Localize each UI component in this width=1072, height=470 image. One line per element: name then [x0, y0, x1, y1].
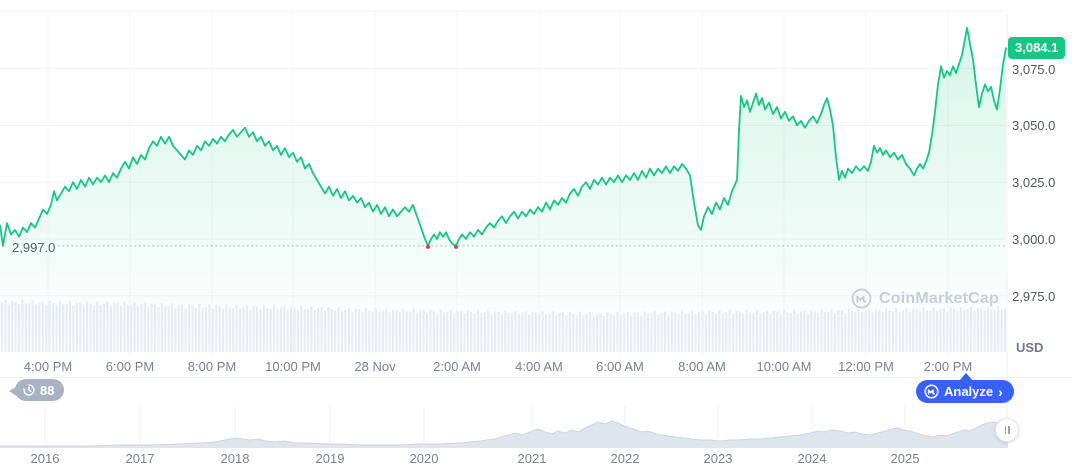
year-label: 2016	[30, 451, 60, 466]
year-label: 2025	[890, 451, 920, 466]
year-label: 2020	[409, 451, 439, 466]
timeline-range-selector[interactable]	[0, 406, 1072, 449]
y-tick-label: 3,000.0	[1012, 232, 1056, 247]
analyze-pointer	[959, 373, 973, 381]
x-tick-label: 4:00 AM	[515, 359, 563, 374]
coinmarketcap-logo-icon	[851, 288, 872, 309]
timeline-area	[0, 421, 1008, 448]
current-price-badge: 3,084.1	[1008, 37, 1066, 59]
year-label: 2023	[703, 451, 733, 466]
y-tick-label: 3,025.0	[1012, 175, 1056, 191]
range-slider-handle[interactable]	[995, 418, 1019, 442]
watchers-badge-tail	[9, 386, 18, 397]
coinmarketcap-logo-icon	[924, 384, 939, 399]
x-tick-label: 4:00 PM	[23, 359, 73, 374]
year-label: 2019	[315, 451, 345, 466]
watchers-badge[interactable]: 88	[15, 379, 65, 401]
price-line	[0, 26, 1007, 247]
year-label: 2024	[797, 451, 827, 466]
currency-unit-label: USD	[1016, 340, 1044, 355]
session-low-label: 2,997.0	[12, 240, 56, 255]
analyze-button[interactable]: Analyze ›	[916, 380, 1014, 403]
low-markers	[426, 244, 458, 249]
clock-history-icon	[23, 384, 35, 396]
x-tick-label: 6:00 AM	[596, 359, 644, 374]
y-tick-label: 2,975.0	[1012, 288, 1056, 304]
chevron-right-icon: ›	[998, 383, 1003, 400]
y-tick-label: 3,075.0	[1012, 61, 1056, 77]
watermark: CoinMarketCap	[851, 288, 999, 309]
year-label: 2022	[610, 451, 640, 466]
x-tick-label: 6:00 PM	[105, 359, 155, 374]
year-label: 2018	[220, 451, 250, 466]
watermark-text: CoinMarketCap	[879, 289, 999, 307]
timeline-outline	[0, 420, 1009, 447]
x-tick-label: 2:00 AM	[433, 359, 481, 374]
x-tick-label: 8:00 PM	[187, 359, 237, 374]
x-tick-label: 2:00 PM	[923, 359, 973, 374]
year-label: 2021	[517, 451, 547, 466]
section-divider	[0, 377, 1072, 378]
x-tick-label: 8:00 AM	[678, 359, 726, 374]
watchers-count: 88	[40, 382, 55, 398]
x-tick-label: 12:00 PM	[838, 359, 894, 374]
analyze-label: Analyze	[944, 384, 994, 399]
year-label: 2017	[125, 451, 155, 466]
x-tick-label: 10:00 AM	[756, 359, 812, 374]
x-tick-label: 28 Nov	[354, 359, 396, 374]
y-tick-label: 3,050.0	[1012, 118, 1056, 134]
x-tick-label: 10:00 PM	[265, 359, 321, 374]
price-area-fill	[0, 27, 1006, 352]
